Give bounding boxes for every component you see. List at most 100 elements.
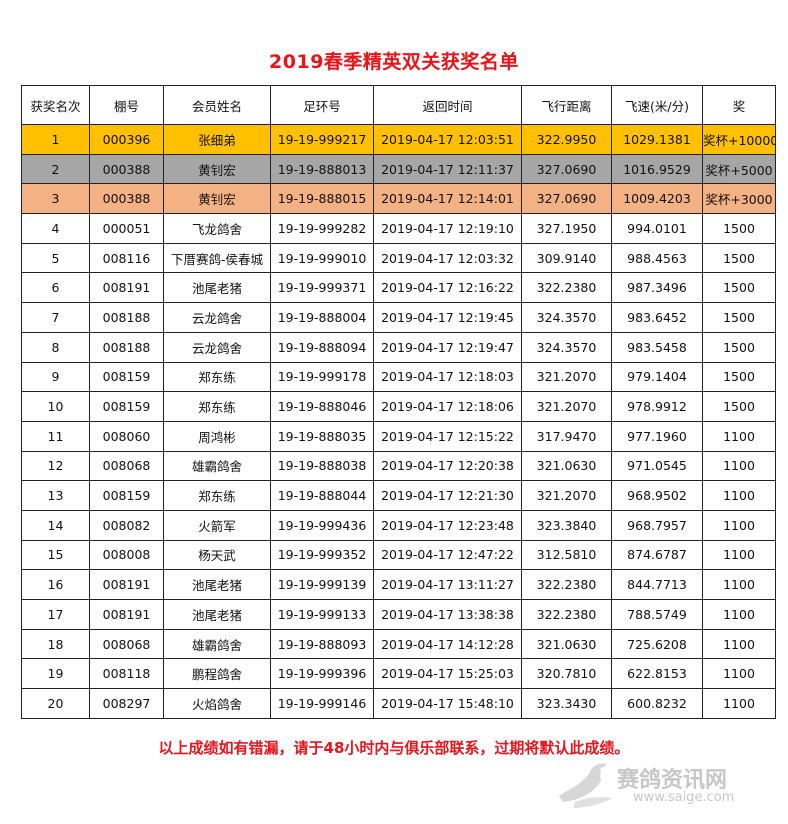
cell-distance: 321.2070 xyxy=(521,480,612,511)
cell-rank: 9 xyxy=(21,361,90,393)
cell-member: 云龙鸽舍 xyxy=(163,302,271,333)
cell-return-time: 2019-04-17 15:25:03 xyxy=(373,658,522,690)
cell-member: 飞龙鸽舍 xyxy=(163,213,271,244)
cell-ring: 19-19-888013 xyxy=(270,153,374,185)
cell-prize: 1100 xyxy=(702,599,776,630)
cell-prize: 1100 xyxy=(702,480,776,511)
cell-speed: 600.8232 xyxy=(611,688,703,719)
cell-speed: 994.0101 xyxy=(611,213,703,244)
cell-ring: 19-19-999436 xyxy=(270,509,374,541)
cell-distance: 324.3570 xyxy=(521,302,612,333)
header-row: 获奖名次 棚号 会员姓名 足环号 返回时间 飞行距离 飞速(米/分) 奖 xyxy=(21,85,776,125)
col-header-ring: 足环号 xyxy=(270,85,374,125)
cell-member: 云龙鸽舍 xyxy=(163,331,271,363)
cell-rank: 12 xyxy=(21,450,90,482)
table-row: 2 000388 黄钊宏 19-19-888013 2019-04-17 12:11:3… xyxy=(21,153,776,185)
cell-loft: 008159 xyxy=(89,391,164,422)
cell-return-time: 2019-04-17 12:19:10 xyxy=(373,213,522,244)
cell-speed: 978.9912 xyxy=(611,391,703,422)
cell-prize: 1500 xyxy=(702,242,776,274)
cell-return-time: 2019-04-17 12:21:30 xyxy=(373,480,522,511)
cell-distance: 322.9950 xyxy=(521,124,612,155)
cell-loft: 008082 xyxy=(89,509,164,541)
table-row: 11 008060 周鸿彬 19-19-888035 2019-04-17 12:15:… xyxy=(21,420,776,452)
cell-rank: 8 xyxy=(21,331,90,363)
cell-prize: 奖杯+5000 xyxy=(702,153,776,185)
results-body: 1 000396 张细弟 19-19-999217 2019-04-17 12:03:5… xyxy=(21,124,776,719)
cell-speed: 971.0545 xyxy=(611,450,703,482)
cell-loft: 000388 xyxy=(89,183,164,215)
cell-return-time: 2019-04-17 12:03:51 xyxy=(373,124,522,155)
cell-member: 杨天武 xyxy=(163,539,271,571)
cell-distance: 323.3430 xyxy=(521,688,612,719)
cell-prize: 1100 xyxy=(702,539,776,571)
table-row: 12 008068 雄霸鸽舍 19-19-888038 2019-04-17 12:20… xyxy=(21,450,776,482)
cell-rank: 5 xyxy=(21,242,90,274)
col-header-return-time: 返回时间 xyxy=(373,85,522,125)
cell-member: 池尾老猪 xyxy=(163,599,271,630)
cell-loft: 008068 xyxy=(89,628,164,660)
cell-loft: 008191 xyxy=(89,272,164,304)
cell-prize: 1500 xyxy=(702,302,776,333)
table-row: 4 000051 飞龙鸽舍 19-19-999282 2019-04-17 12:19:… xyxy=(21,213,776,244)
table-row: 10 008159 郑东练 19-19-888046 2019-04-17 12:18:… xyxy=(21,391,776,422)
cell-loft: 008159 xyxy=(89,480,164,511)
cell-rank: 20 xyxy=(21,688,90,719)
cell-loft: 008191 xyxy=(89,569,164,600)
results-table: 获奖名次 棚号 会员姓名 足环号 返回时间 飞行距离 飞速(米/分) 奖 1 00… xyxy=(21,85,776,719)
cell-prize: 1500 xyxy=(702,391,776,422)
table-row: 9 008159 郑东练 19-19-999178 2019-04-17 12:18:0… xyxy=(21,361,776,393)
table-row: 16 008191 池尾老猪 19-19-999139 2019-04-17 13:11… xyxy=(21,569,776,600)
table-row: 15 008008 杨天武 19-19-999352 2019-04-17 12:47:… xyxy=(21,539,776,571)
cell-loft: 008297 xyxy=(89,688,164,719)
cell-loft: 008191 xyxy=(89,599,164,630)
cell-member: 郑东练 xyxy=(163,391,271,422)
table-row: 3 000388 黄钊宏 19-19-888015 2019-04-17 12:14:0… xyxy=(21,183,776,215)
cell-distance: 309.9140 xyxy=(521,242,612,274)
table-row: 19 008118 鹏程鸽舍 19-19-999396 2019-04-17 15:25… xyxy=(21,658,776,690)
cell-prize: 1500 xyxy=(702,361,776,393)
cell-distance: 323.3840 xyxy=(521,509,612,541)
cell-distance: 321.2070 xyxy=(521,391,612,422)
cell-ring: 19-19-999352 xyxy=(270,539,374,571)
table-row: 7 008188 云龙鸽舍 19-19-888004 2019-04-17 12:19:… xyxy=(21,302,776,333)
cell-member: 池尾老猪 xyxy=(163,272,271,304)
cell-loft: 000388 xyxy=(89,153,164,185)
cell-rank: 10 xyxy=(21,391,90,422)
cell-speed: 1029.1381 xyxy=(611,124,703,155)
cell-member: 周鸿彬 xyxy=(163,420,271,452)
cell-speed: 977.1960 xyxy=(611,420,703,452)
cell-rank: 17 xyxy=(21,599,90,630)
cell-rank: 4 xyxy=(21,213,90,244)
col-header-distance: 飞行距离 xyxy=(521,85,612,125)
cell-prize: 1100 xyxy=(702,420,776,452)
cell-ring: 19-19-999217 xyxy=(270,124,374,155)
cell-return-time: 2019-04-17 12:03:32 xyxy=(373,242,522,274)
cell-distance: 321.0630 xyxy=(521,450,612,482)
cell-ring: 19-19-999139 xyxy=(270,569,374,600)
cell-return-time: 2019-04-17 14:12:28 xyxy=(373,628,522,660)
watermark-url: www.saige.com xyxy=(633,790,735,805)
cell-distance: 320.7810 xyxy=(521,658,612,690)
cell-distance: 324.3570 xyxy=(521,331,612,363)
cell-member: 郑东练 xyxy=(163,361,271,393)
cell-prize: 1100 xyxy=(702,688,776,719)
cell-return-time: 2019-04-17 12:16:22 xyxy=(373,272,522,304)
cell-member: 池尾老猪 xyxy=(163,569,271,600)
cell-prize: 1100 xyxy=(702,628,776,660)
cell-speed: 874.6787 xyxy=(611,539,703,571)
col-header-member: 会员姓名 xyxy=(163,85,271,125)
cell-loft: 008188 xyxy=(89,331,164,363)
cell-return-time: 2019-04-17 12:18:06 xyxy=(373,391,522,422)
table-row: 18 008068 雄霸鸽舍 19-19-888093 2019-04-17 14:12… xyxy=(21,628,776,660)
col-header-speed: 飞速(米/分) xyxy=(611,85,703,125)
cell-ring: 19-19-999133 xyxy=(270,599,374,630)
cell-loft: 008068 xyxy=(89,450,164,482)
cell-speed: 979.1404 xyxy=(611,361,703,393)
cell-distance: 327.0690 xyxy=(521,153,612,185)
cell-member: 黄钊宏 xyxy=(163,153,271,185)
cell-prize: 1100 xyxy=(702,658,776,690)
cell-rank: 11 xyxy=(21,420,90,452)
cell-distance: 321.0630 xyxy=(521,628,612,660)
cell-return-time: 2019-04-17 12:47:22 xyxy=(373,539,522,571)
